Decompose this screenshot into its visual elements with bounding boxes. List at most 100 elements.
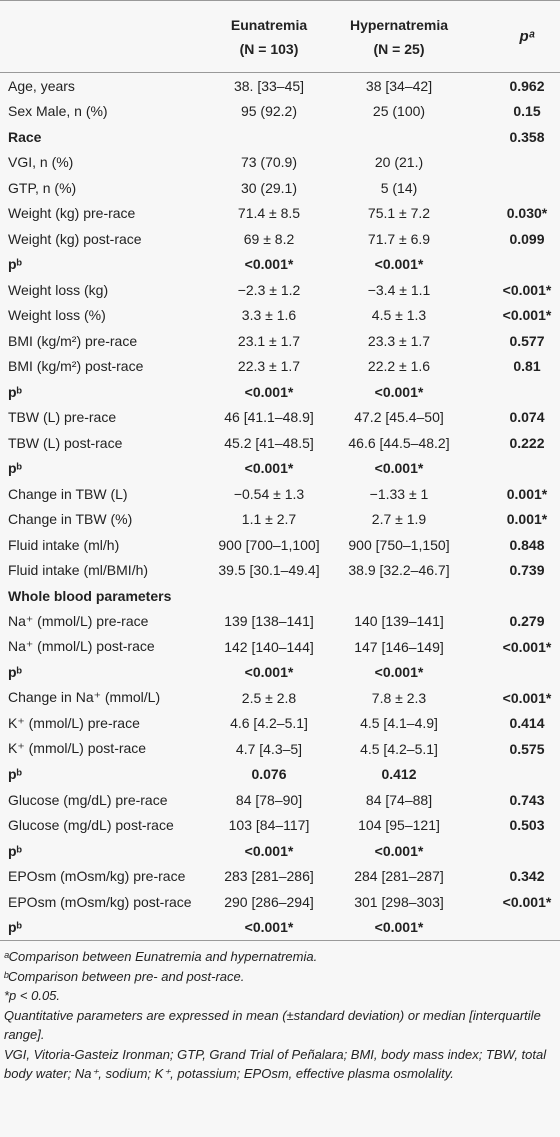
table-row: Glucose (mg/dL) post-race 103 [84–117] 104… — [0, 813, 560, 839]
cell: 46.6 [44.5–48.2] — [348, 434, 450, 451]
table-row: Fluid intake (ml/h) 900 [700–1,100] 900 [7… — [0, 532, 560, 558]
cell — [460, 583, 560, 609]
cell — [460, 762, 560, 788]
cell: 45.2 [41–48.5] — [224, 434, 314, 451]
cell: 22.2 ± 1.6 — [367, 358, 431, 375]
cell — [338, 583, 460, 609]
cell: 7.8 ± 2.3 — [371, 689, 427, 706]
cell: 0.15 — [513, 103, 541, 120]
cell: pᵇ — [8, 664, 23, 681]
cell: 0.358 — [509, 128, 545, 145]
cell: <0.001* — [244, 664, 294, 681]
cell: <0.001* — [374, 256, 424, 273]
header-cell: Hypernatremia (N = 25) — [338, 0, 460, 73]
cell — [200, 583, 338, 609]
cell: 0.81 — [513, 358, 541, 375]
table-row: BMI (kg/m²) pre-race 23.1 ± 1.7 23.3 ± 1.7… — [0, 328, 560, 354]
cell — [460, 379, 560, 405]
table-header: Eunatremia (N = 103) Hypernatremia (N = 25… — [0, 0, 560, 73]
cell: 69 ± 8.2 — [243, 230, 295, 247]
footnote: ᵃComparison between Eunatremia and hyper… — [4, 949, 318, 964]
cell: Glucose (mg/dL) post-race — [8, 817, 174, 834]
cell: 5 (14) — [380, 179, 418, 196]
cell — [460, 175, 560, 201]
table-body: Age, years 38. [33–45] 38 [34–42] 0.962 Sex … — [0, 73, 560, 941]
cell: 20 (21.) — [374, 154, 424, 171]
table-row: Whole blood parameters — [0, 583, 560, 609]
cell: 47.2 [45.4–50] — [354, 409, 444, 426]
cell: <0.001* — [502, 893, 552, 910]
cell: 4.5 [4.2–5.1] — [360, 740, 438, 757]
table-row: Age, years 38. [33–45] 38 [34–42] 0.962 — [0, 73, 560, 99]
cell — [460, 252, 560, 278]
table-row: VGI, n (%) 73 (70.9) 20 (21.) — [0, 150, 560, 176]
cell: <0.001* — [374, 664, 424, 681]
cell: 0.962 — [509, 77, 545, 94]
cell: 25 (100) — [372, 103, 426, 120]
cell: 4.5 [4.1–4.9] — [360, 715, 438, 732]
cell: 4.6 [4.2–5.1] — [230, 715, 308, 732]
header-text: (N = 103) — [239, 40, 299, 57]
cell: Change in Na⁺ (mmol/L) — [8, 689, 161, 706]
table-row: pᵇ <0.001* <0.001* — [0, 838, 560, 864]
cell: Race — [8, 128, 42, 145]
cell: 284 [281–287] — [354, 868, 444, 885]
cell: pᵇ — [8, 919, 23, 936]
cell: <0.001* — [502, 638, 552, 655]
cell: <0.001* — [374, 842, 424, 859]
cell: TBW (L) pre-race — [8, 409, 117, 426]
cell: Na⁺ (mmol/L) post-race — [8, 638, 155, 655]
header-row: Eunatremia (N = 103) Hypernatremia (N = 25… — [0, 0, 560, 73]
cell: 103 [84–117] — [228, 817, 310, 834]
cell: 0.030* — [506, 205, 548, 222]
cell: −2.3 ± 1.2 — [237, 281, 301, 298]
header-empty — [0, 0, 200, 73]
cell: Weight (kg) post-race — [8, 230, 142, 247]
cell: <0.001* — [374, 460, 424, 477]
cell: pᵇ — [8, 256, 23, 273]
table-row: pᵇ <0.001* <0.001* — [0, 660, 560, 686]
table-row: pᵇ 0.076 0.412 — [0, 762, 560, 788]
cell: 4.5 ± 1.3 — [371, 307, 427, 324]
cell: 38 [34–42] — [365, 77, 433, 94]
cell: 0.074 — [509, 409, 545, 426]
cell: 46 [41.1–48.9] — [224, 409, 314, 426]
cell: <0.001* — [244, 460, 294, 477]
header-text: (N = 25) — [373, 40, 425, 57]
cell: 0.503 — [509, 817, 545, 834]
header-text: Eunatremia — [230, 16, 308, 33]
cell: 73 (70.9) — [240, 154, 298, 171]
cell: BMI (kg/m²) pre-race — [8, 332, 138, 349]
cell — [460, 915, 560, 941]
cell: Na⁺ (mmol/L) pre-race — [8, 612, 149, 629]
cell: 1.1 ± 2.7 — [241, 511, 297, 528]
table-row: TBW (L) post-race 45.2 [41–48.5] 46.6 [44.… — [0, 430, 560, 456]
table-row: pᵇ <0.001* <0.001* — [0, 456, 560, 482]
cell — [338, 124, 460, 150]
table-row: Na⁺ (mmol/L) post-race 142 [140–144] 147 [… — [0, 634, 560, 660]
cell: 23.3 ± 1.7 — [367, 332, 431, 349]
table-row: Race 0.358 — [0, 124, 560, 150]
cell: 104 [95–121] — [358, 817, 440, 834]
cell: 0.222 — [509, 434, 545, 451]
table-row: Change in TBW (%) 1.1 ± 2.7 2.7 ± 1.9 0.001… — [0, 507, 560, 533]
table-row: BMI (kg/m²) post-race 22.3 ± 1.7 22.2 ± 1.… — [0, 354, 560, 380]
header-text: Hypernatremia — [349, 16, 449, 33]
cell: EPOsm (mOsm/kg) pre-race — [8, 868, 186, 885]
cell: 84 [78–90] — [235, 791, 303, 808]
cell: Age, years — [8, 77, 75, 94]
cell: <0.001* — [374, 919, 424, 936]
cell — [460, 150, 560, 176]
cell: −3.4 ± 1.1 — [367, 281, 431, 298]
cell: Weight loss (%) — [8, 307, 106, 324]
cell: 0.099 — [509, 230, 545, 247]
cell: 3.3 ± 1.6 — [241, 307, 297, 324]
table-row: Sex Male, n (%) 95 (92.2) 25 (100) 0.15 — [0, 99, 560, 125]
table-row: pᵇ <0.001* <0.001* — [0, 915, 560, 941]
table-row: GTP, n (%) 30 (29.1) 5 (14) — [0, 175, 560, 201]
cell: 0.001* — [506, 511, 548, 528]
table-row: EPOsm (mOsm/kg) pre-race 283 [281–286] 284… — [0, 864, 560, 890]
cell: <0.001* — [502, 307, 552, 324]
cell: 900 [700–1,100] — [218, 536, 320, 553]
cell: 0.001* — [506, 485, 548, 502]
